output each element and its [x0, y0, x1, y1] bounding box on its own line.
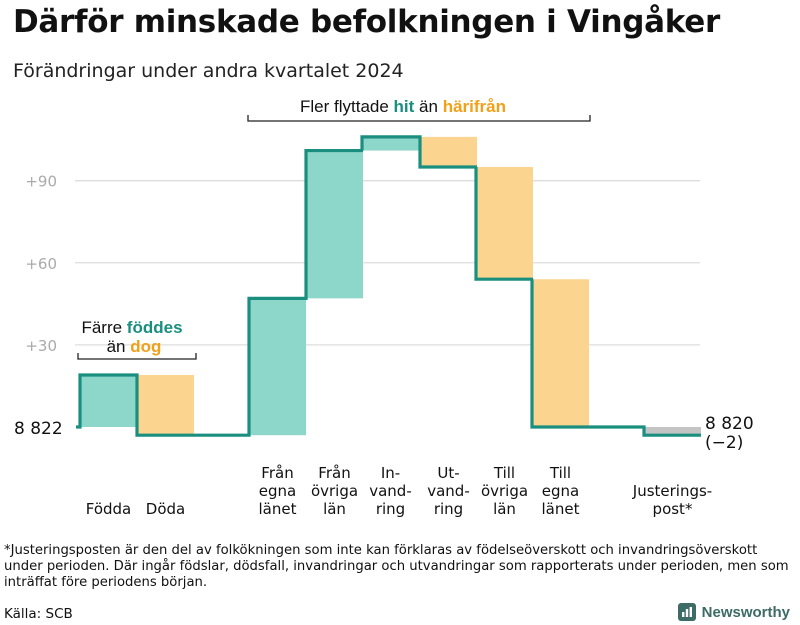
- category-label: Döda: [146, 500, 185, 518]
- annotation-bracket: [247, 115, 591, 122]
- brand-name: Newsworthy: [701, 603, 790, 621]
- annotation-text: Fler flyttade hit än härifrån: [300, 97, 506, 116]
- bar-4: [306, 150, 363, 299]
- category-label: ring: [376, 500, 405, 518]
- y-tick-label: +60: [25, 255, 57, 273]
- category-label: post*: [653, 500, 693, 518]
- bar-6: [420, 136, 477, 167]
- category-label: Från: [261, 464, 293, 482]
- bar-7: [476, 166, 533, 280]
- category-label: Till: [493, 464, 515, 482]
- category-label: länet: [542, 500, 580, 518]
- population-level-line: [76, 135, 701, 437]
- chart-subtitle: Förändringar under andra kvartalet 2024: [13, 60, 404, 82]
- category-label: egna: [259, 482, 296, 500]
- grid-layer: +30 +60 +90: [25, 173, 700, 355]
- category-label: Födda: [86, 500, 132, 518]
- annotation-bracket: [77, 353, 197, 360]
- y-tick-label: +30: [25, 337, 57, 355]
- category-label: länet: [259, 500, 297, 518]
- end-change-label: (−2): [705, 433, 743, 453]
- level-line-layer: [76, 135, 701, 437]
- category-label: län: [323, 500, 346, 518]
- category-label: vand-: [369, 482, 412, 500]
- bar-8: [532, 279, 589, 427]
- category-label: ring: [434, 500, 463, 518]
- bar-3: [249, 298, 306, 436]
- category-label: In-: [381, 464, 400, 482]
- chart-title: Därför minskade befolkningen i Vingåker: [13, 4, 720, 40]
- end-value-label: 8 820: [705, 414, 754, 434]
- category-label: Ut-: [437, 464, 459, 482]
- bar-layer: [80, 136, 701, 436]
- bar-2: [137, 374, 194, 436]
- brand-logo: Newsworthy: [677, 603, 790, 621]
- category-label: Från: [318, 464, 350, 482]
- source-text: Källa: SCB: [4, 606, 73, 622]
- bar-9: [644, 427, 701, 436]
- footnote: *Justeringsposten är den del av folkökni…: [4, 543, 789, 590]
- category-label: vand-: [427, 482, 470, 500]
- category-label: egna: [542, 482, 579, 500]
- category-label: Till: [549, 464, 571, 482]
- category-label: övriga: [481, 482, 528, 500]
- bar-5: [362, 136, 419, 151]
- annotation-text: Färre föddes: [81, 318, 182, 337]
- category-label: län: [493, 500, 516, 518]
- bar-1: [80, 374, 137, 427]
- start-value-label: 8 822: [14, 419, 63, 439]
- y-tick-label: +90: [25, 173, 57, 191]
- newsworthy-logo-icon: [677, 603, 696, 621]
- category-label: övriga: [311, 482, 358, 500]
- label-layer: Födda DödaFrånegnalänetFrånövrigalänIn-va…: [14, 414, 754, 518]
- category-label: Justerings-: [632, 482, 712, 500]
- annotation-text: än dog: [107, 337, 162, 356]
- waterfall-chart: +30+60+90 Födda DödaFrånegnalänetFrånövri…: [14, 97, 754, 518]
